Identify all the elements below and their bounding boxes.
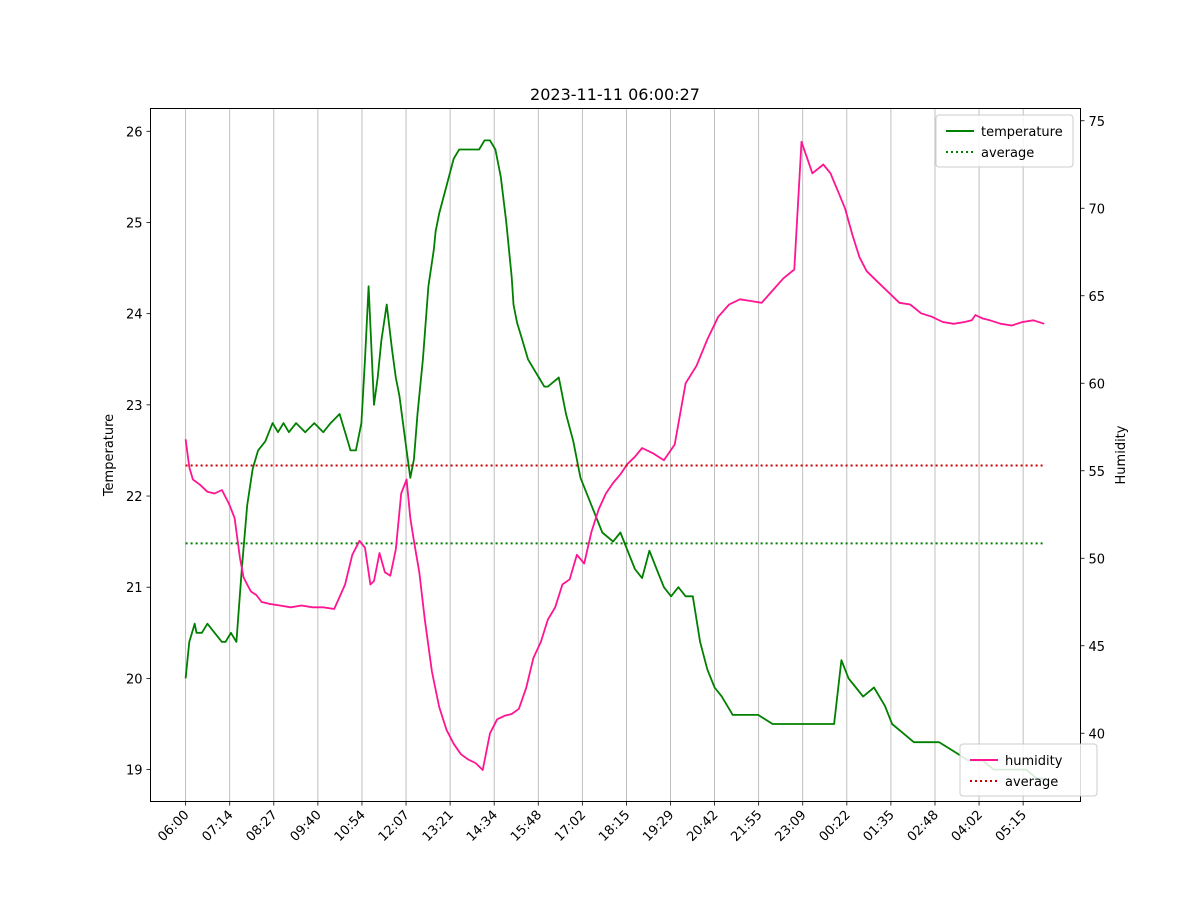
right-y-tick-label: 65 xyxy=(1089,290,1106,305)
left-y-tick-label: 20 xyxy=(126,672,143,687)
legend-bottom: humidity average xyxy=(960,744,1097,796)
right-y-axis-title: Humidity xyxy=(1114,425,1129,484)
right-y-tick-label: 40 xyxy=(1089,727,1106,742)
left-y-tick-label: 26 xyxy=(126,125,143,140)
legend-label-average: average xyxy=(981,146,1034,161)
right-y-tick-label: 50 xyxy=(1089,552,1106,567)
right-y-tick-label: 75 xyxy=(1089,115,1106,130)
legend-label-average: average xyxy=(1005,775,1058,790)
legend-label-humidity: humidity xyxy=(1005,754,1063,769)
left-y-tick-label: 25 xyxy=(126,216,143,231)
right-y-tick-label: 60 xyxy=(1089,377,1106,392)
right-y-tick-label: 55 xyxy=(1089,465,1106,480)
left-y-tick-label: 22 xyxy=(126,490,143,505)
right-y-tick-label: 70 xyxy=(1089,202,1106,217)
left-y-tick-label: 19 xyxy=(126,764,143,779)
legend-label-temperature: temperature xyxy=(981,125,1063,140)
chart-title: 2023-11-11 06:00:27 xyxy=(530,85,700,104)
left-y-axis-title: Temperature xyxy=(102,414,117,497)
left-y-tick-label: 24 xyxy=(126,308,143,323)
legend-top: temperature average xyxy=(936,115,1073,167)
left-y-tick-label: 23 xyxy=(126,399,143,414)
right-y-tick-label: 45 xyxy=(1089,640,1106,655)
left-y-tick-label: 21 xyxy=(126,581,143,596)
